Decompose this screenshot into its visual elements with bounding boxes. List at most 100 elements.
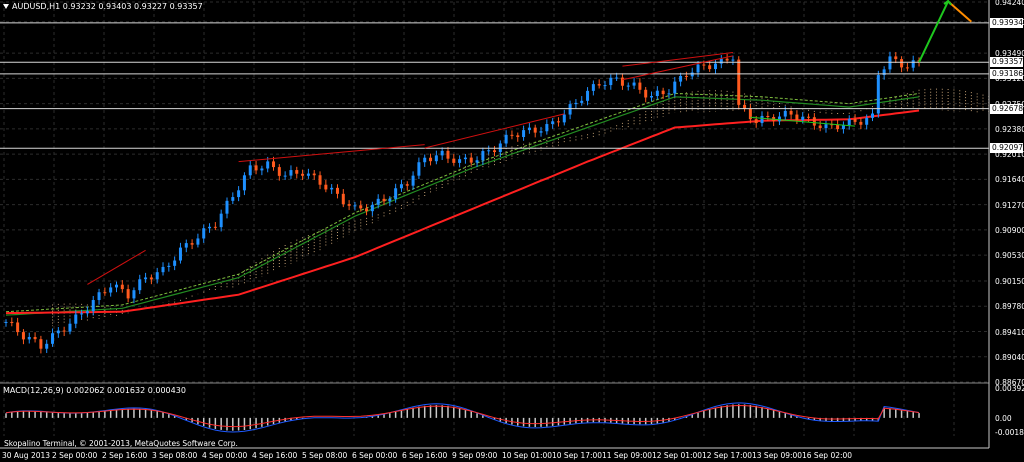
- moving-averages: [5, 92, 920, 316]
- candle-body: [900, 59, 904, 68]
- candle-body: [132, 290, 136, 299]
- time-tick-label: 2 Sep 00:00: [52, 451, 98, 460]
- candle-body: [638, 82, 642, 90]
- trend-line: [424, 113, 565, 149]
- level-price-label: 0.92678: [990, 103, 1024, 114]
- candle-body: [62, 330, 66, 332]
- candle-body: [673, 81, 677, 94]
- candle-body: [481, 151, 485, 161]
- trend-line: [622, 51, 733, 67]
- candle-body: [812, 117, 816, 126]
- forecast-arrows[interactable]: [918, 0, 973, 63]
- candle-body: [301, 173, 305, 176]
- candle-body: [335, 187, 339, 194]
- time-tick-label: 10 Sep 01:00: [502, 451, 553, 460]
- symbol-ohlc: AUDUSD,H1 0.93232 0.93403 0.93227 0.9335…: [12, 2, 203, 11]
- candle-body: [754, 119, 758, 124]
- candle-body: [190, 243, 194, 245]
- macd-indicator: [0, 382, 989, 433]
- candle-body: [347, 204, 351, 206]
- candle-body: [516, 135, 520, 138]
- candle-body: [196, 238, 200, 245]
- candle-body: [632, 82, 636, 86]
- candle-body: [266, 161, 270, 169]
- candle-body: [743, 104, 747, 109]
- candle-body: [574, 102, 578, 105]
- candle-body: [615, 77, 619, 79]
- horizontal-levels[interactable]: [0, 22, 989, 149]
- arrow-head-icon: [943, 0, 952, 6]
- candle-body: [138, 279, 142, 291]
- candle-body: [795, 114, 799, 121]
- candle-body: [405, 184, 409, 186]
- price-tick-label: 0.89780: [995, 302, 1024, 312]
- candle-body: [51, 333, 55, 344]
- candle-body: [161, 266, 165, 273]
- candle-body: [597, 84, 601, 86]
- candle-body: [429, 157, 433, 162]
- candle-body: [109, 287, 113, 293]
- price-tick-label: 0.88670: [995, 378, 1024, 387]
- candle-body: [173, 260, 177, 266]
- candle-body: [487, 150, 491, 152]
- forecast-arrow: [918, 0, 950, 63]
- candle-body: [539, 131, 543, 133]
- trend-line: [238, 144, 425, 163]
- time-tick-label: 16 Sep 02:00: [802, 451, 853, 460]
- candle-body: [679, 75, 683, 82]
- candle-body: [167, 265, 171, 267]
- price-tick-label: 0.94240: [995, 0, 1024, 7]
- candle-body: [208, 226, 212, 229]
- candle-body: [295, 170, 299, 174]
- candle-body: [894, 56, 898, 60]
- candle-body: [551, 121, 555, 125]
- candle-body: [277, 167, 281, 176]
- candle-body: [818, 125, 822, 129]
- time-tick-label: 6 Sep 00:00: [352, 451, 398, 460]
- candle-body: [568, 104, 572, 115]
- candle-body: [341, 193, 345, 205]
- time-tick-label: 30 Aug 2013: [2, 451, 51, 460]
- candle-body: [562, 114, 566, 123]
- price-tick-label: 0.89040: [995, 352, 1024, 362]
- time-tick-label: 6 Sep 16:00: [402, 451, 448, 460]
- trend-lines[interactable]: [87, 51, 856, 285]
- candle-body: [882, 69, 886, 76]
- candle-body: [719, 58, 723, 64]
- candle-body: [522, 130, 526, 138]
- level-price-label: 0.93357: [990, 57, 1024, 68]
- candle-body: [202, 228, 206, 239]
- candle-body: [760, 115, 764, 124]
- candle-body: [237, 190, 241, 198]
- ma-signal-dashed-line: [5, 92, 920, 313]
- candle-body: [324, 184, 328, 190]
- trend-line: [750, 116, 856, 127]
- price-tick-label: 0.91640: [995, 175, 1024, 185]
- ma-mid-line: [5, 96, 920, 316]
- candle-body: [231, 197, 235, 201]
- candle-body: [620, 77, 624, 86]
- candle-body: [911, 60, 915, 68]
- candle-body: [178, 247, 182, 261]
- candle-body: [97, 292, 101, 301]
- candle-body: [888, 56, 892, 70]
- dropdown-triangle-icon[interactable]: [3, 4, 9, 9]
- candle-body: [56, 330, 60, 334]
- price-tick-label: 0.93120: [995, 74, 1024, 84]
- candle-body: [80, 313, 84, 315]
- candle-body: [225, 200, 229, 214]
- candle-body: [731, 59, 735, 61]
- price-tick-label: 0.90900: [995, 225, 1024, 235]
- candle-body: [580, 100, 584, 103]
- candle-body: [394, 188, 398, 199]
- candle-body: [382, 198, 386, 202]
- ma-fast-line: [5, 109, 920, 315]
- candle-body: [446, 150, 450, 159]
- time-tick-label: 4 Sep 16:00: [252, 451, 298, 460]
- symbol-info: AUDUSD,H1 0.93232 0.93403 0.93227 0.9335…: [3, 2, 203, 12]
- candle-body: [144, 277, 148, 280]
- candle-body: [789, 110, 793, 115]
- candle-body: [556, 121, 560, 123]
- candle-body: [783, 110, 787, 117]
